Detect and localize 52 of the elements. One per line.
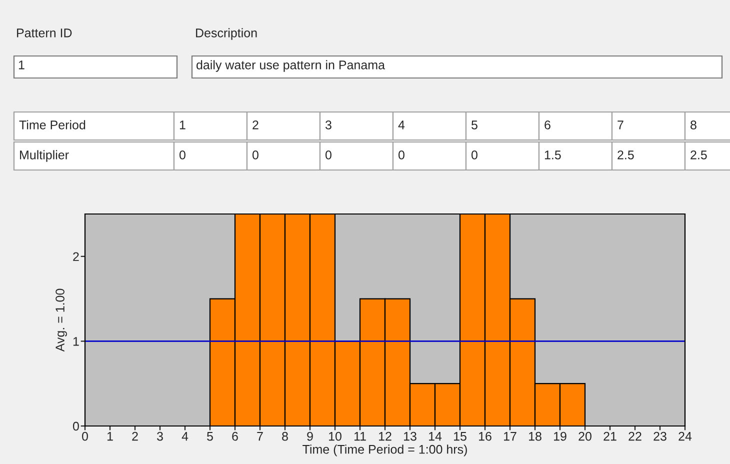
x-tick-label: 2 — [132, 432, 138, 441]
x-tick-label: 15 — [454, 432, 466, 441]
text: 1 — [18, 60, 24, 70]
x-tick-label: 5 — [207, 432, 213, 441]
x-tick-label: 17 — [504, 432, 516, 441]
x-tick-label: 8 — [282, 432, 288, 441]
text: 6 — [544, 120, 550, 130]
x-tick-label: 24 — [678, 432, 692, 441]
x-tick-label: 19 — [554, 432, 566, 441]
x-tick-label: 10 — [329, 432, 342, 441]
text: 4 — [398, 120, 405, 130]
y-tick-label: 1 — [73, 337, 79, 346]
x-tick-label: 6 — [232, 432, 238, 441]
text: Time Period — [19, 120, 86, 130]
text: 2.5 — [690, 150, 707, 160]
text: 0 — [179, 150, 186, 160]
x-tick-label: 14 — [429, 432, 442, 441]
x-tick-label: 18 — [529, 432, 542, 441]
x-tick-label: 20 — [578, 432, 592, 441]
x-tick-label: 4 — [182, 432, 188, 441]
text: 8 — [690, 120, 696, 130]
x-tick-label: 11 — [354, 432, 366, 441]
text: 2.5 — [618, 150, 634, 160]
text: Pattern ID — [17, 28, 72, 38]
x-axis-title: Time (Time Period = 1:00 hrs) — [302, 444, 467, 456]
text: Description — [196, 28, 257, 40]
text: 0 — [252, 150, 258, 160]
y-axis-title: Avg. = 1.00 — [56, 288, 67, 352]
text: Multiplier — [20, 150, 69, 162]
x-tick-label: 16 — [479, 432, 492, 441]
text: 2 — [252, 120, 258, 130]
x-tick-label: 12 — [379, 432, 392, 441]
x-tick-label: 7 — [257, 432, 263, 441]
x-tick-label: 23 — [654, 432, 666, 441]
text: 1.5 — [544, 150, 561, 160]
text: 5 — [472, 120, 478, 130]
text: daily water use pattern in Panama — [196, 60, 385, 72]
text: 0 — [471, 150, 478, 160]
x-tick-label: 13 — [404, 432, 416, 441]
x-tick-label: 3 — [157, 432, 163, 441]
x-tick-label: 9 — [307, 432, 313, 441]
x-tick-label: 0 — [82, 432, 88, 441]
text: 0 — [398, 150, 404, 160]
text: 7 — [618, 120, 624, 130]
text: 1 — [180, 120, 186, 130]
text: 0 — [325, 150, 332, 160]
x-tick-label: 21 — [604, 432, 616, 441]
x-tick-label: 1 — [107, 432, 113, 441]
y-tick-label: 0 — [72, 422, 79, 431]
text: 3 — [325, 120, 332, 130]
x-tick-label: 22 — [628, 432, 642, 441]
y-tick-label: 2 — [73, 252, 79, 261]
